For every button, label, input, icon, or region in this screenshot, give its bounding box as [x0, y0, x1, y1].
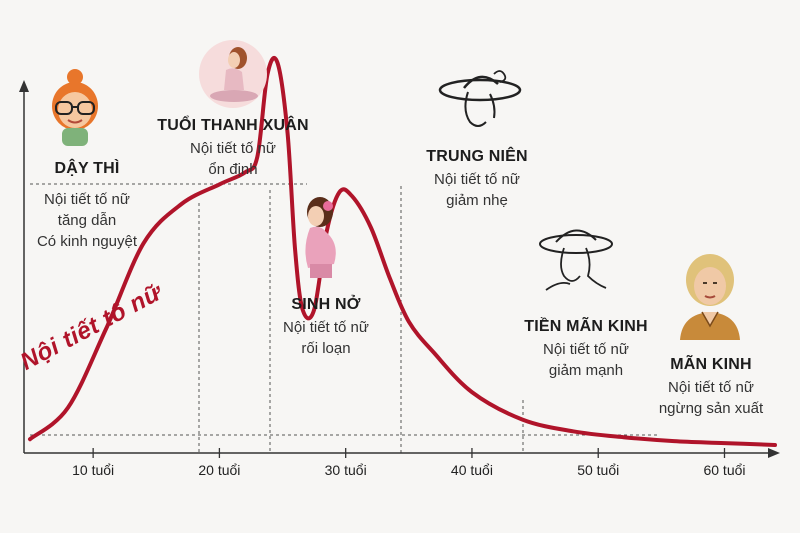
stage-desc-line: Nội tiết tố nữ	[668, 379, 754, 396]
stage-title: TRUNG NIÊN	[426, 148, 528, 165]
x-tick-label: 40 tuổi	[450, 462, 493, 478]
stage-desc-line: Có kinh nguyệt	[36, 233, 138, 250]
stage-desc-line: Nội tiết tố nữ	[543, 341, 629, 358]
stage-title: DẬY THÌ	[54, 160, 120, 177]
woman-meditating-icon	[199, 40, 267, 108]
woman-hat-icon	[438, 70, 522, 127]
x-ticks	[92, 448, 726, 458]
x-tick-label: 10 tuổi	[72, 462, 115, 478]
stage-desc-line: Nội tiết tố nữ	[44, 191, 130, 208]
stage-desc-line: ổn định	[208, 161, 258, 178]
stage-desc-line: tăng dẫn	[57, 212, 117, 229]
woman-hat-sketch-icon	[539, 229, 613, 291]
stage-tien-man-kinh: TIỀN MÃN KINH Nội tiết tố nữ giảm mạnh	[506, 318, 666, 381]
x-axis-arrow	[768, 448, 780, 458]
stage-desc-line: giảm nhẹ	[446, 192, 508, 209]
stage-desc-line: Nội tiết tố nữ	[434, 171, 520, 188]
stage-desc-line: Nội tiết tố nữ	[283, 319, 369, 336]
stage-day-thi: DẬY THÌ	[22, 160, 152, 178]
x-tick-label: 20 tuổi	[198, 462, 241, 478]
guide-lines	[30, 183, 660, 453]
stage-desc-line: Nội tiết tố nữ	[190, 140, 276, 157]
stage-sinh-no: SINH NỞ Nội tiết tố nữ rối loạn	[256, 296, 396, 359]
x-tick-label: 60 tuổi	[703, 462, 746, 478]
stage-desc-line: ngừng sản xuất	[658, 400, 764, 417]
girl-glasses-icon	[52, 69, 98, 146]
stage-title: SINH NỞ	[291, 296, 361, 313]
x-tick-label: 50 tuổi	[577, 462, 620, 478]
stage-title: TUỔI THANH XUÂN	[157, 117, 309, 134]
stage-man-kinh: MÃN KINH Nội tiết tố nữ ngừng sản xuất	[646, 356, 776, 419]
y-axis-arrow	[19, 80, 29, 92]
stage-title: TIỀN MÃN KINH	[524, 318, 648, 335]
stage-desc-line: giảm mạnh	[548, 362, 624, 379]
stage-desc-line: rối loạn	[301, 340, 351, 357]
stage-trung-nien: TRUNG NIÊN Nội tiết tố nữ giảm nhẹ	[412, 148, 542, 211]
stage-title: MÃN KINH	[670, 356, 752, 373]
x-tick-label: 30 tuổi	[324, 462, 367, 478]
hormone-curve	[28, 56, 777, 447]
pregnant-woman-icon	[305, 197, 336, 278]
stage-day-thi-desc: Nội tiết tố nữ tăng dẫn Có kinh nguyệt	[22, 189, 152, 252]
older-woman-icon	[680, 254, 740, 340]
stage-thanh-xuan: TUỔI THANH XUÂN Nội tiết tố nữ ổn định	[150, 117, 316, 180]
